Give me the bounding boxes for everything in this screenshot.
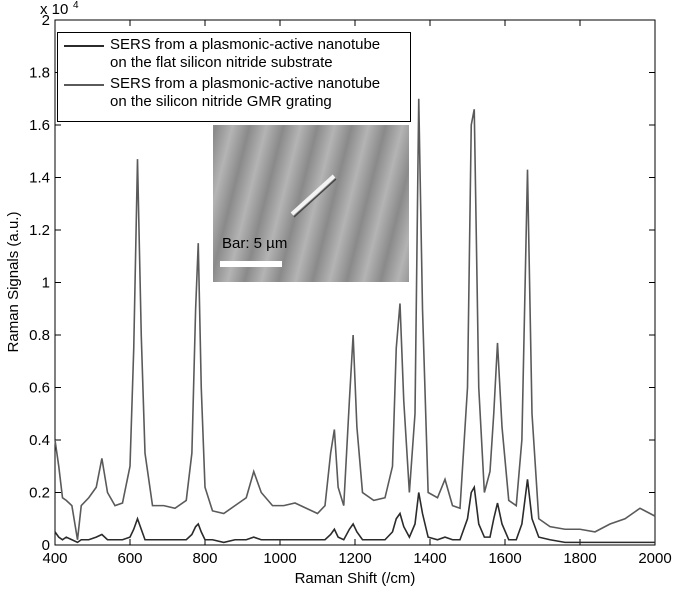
y-tick-label: 2: [42, 12, 50, 29]
x-axis-label: Raman Shift (/cm): [295, 570, 416, 587]
x-tick-label: 400: [42, 550, 67, 567]
nanotube-shadow: [293, 178, 337, 218]
y-tick-label: 1.8: [29, 65, 50, 82]
inset-background: [213, 125, 409, 282]
y-multiplier-exponent: 4: [73, 0, 79, 11]
y-multiplier: x 10: [40, 1, 68, 18]
legend-label: SERS from a plasmonic-active nanotube on…: [110, 75, 381, 110]
inset-label: Bar: 5 µm: [222, 235, 287, 252]
legend-entry: SERS from a plasmonic-active nanotube on…: [64, 75, 404, 111]
y-tick-label: 1.6: [29, 117, 50, 134]
inset-image: Bar: 5 µm: [213, 125, 409, 282]
y-tick-label: 0.6: [29, 380, 50, 397]
y-axis-label: Raman Signals (a.u.): [5, 212, 22, 353]
x-tick-label: 1200: [338, 550, 371, 567]
series-line: [54, 479, 655, 544]
x-tick-label: 1800: [563, 550, 596, 567]
x-tick-label: 600: [117, 550, 142, 567]
y-tick-label: 1: [42, 275, 50, 292]
nanotube: [290, 174, 336, 216]
x-tick-label: 2000: [638, 550, 671, 567]
y-tick-label: 1.2: [29, 222, 50, 239]
y-tick-label: 1.4: [29, 170, 50, 187]
x-tick-label: 1000: [263, 550, 296, 567]
y-tick-label: 0.4: [29, 432, 50, 449]
legend-label: SERS from a plasmonic-active nanotube on…: [110, 36, 381, 71]
x-tick-label: 1400: [413, 550, 446, 567]
legend-swatch: [64, 84, 104, 86]
legend-swatch: [64, 45, 104, 47]
legend: SERS from a plasmonic-active nanotube on…: [57, 32, 411, 122]
scale-bar: [220, 261, 282, 267]
x-tick-label: 1600: [488, 550, 521, 567]
y-tick-label: 0.2: [29, 485, 50, 502]
series-line: [54, 98, 656, 540]
legend-entry: SERS from a plasmonic-active nanotube on…: [64, 36, 404, 72]
y-tick-label: 0: [42, 537, 50, 554]
y-tick-label: 0.8: [29, 327, 50, 344]
x-tick-label: 800: [192, 550, 217, 567]
